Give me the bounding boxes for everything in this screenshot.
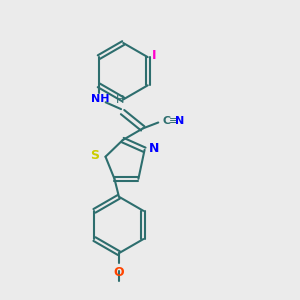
Text: H: H bbox=[116, 95, 124, 105]
Text: I: I bbox=[152, 49, 156, 62]
Text: NH: NH bbox=[91, 94, 110, 104]
Text: N: N bbox=[176, 116, 185, 126]
Text: N: N bbox=[149, 142, 159, 155]
Text: C: C bbox=[162, 116, 170, 126]
Text: O: O bbox=[114, 266, 124, 279]
Text: ≡: ≡ bbox=[169, 116, 178, 126]
Text: S: S bbox=[91, 149, 100, 162]
